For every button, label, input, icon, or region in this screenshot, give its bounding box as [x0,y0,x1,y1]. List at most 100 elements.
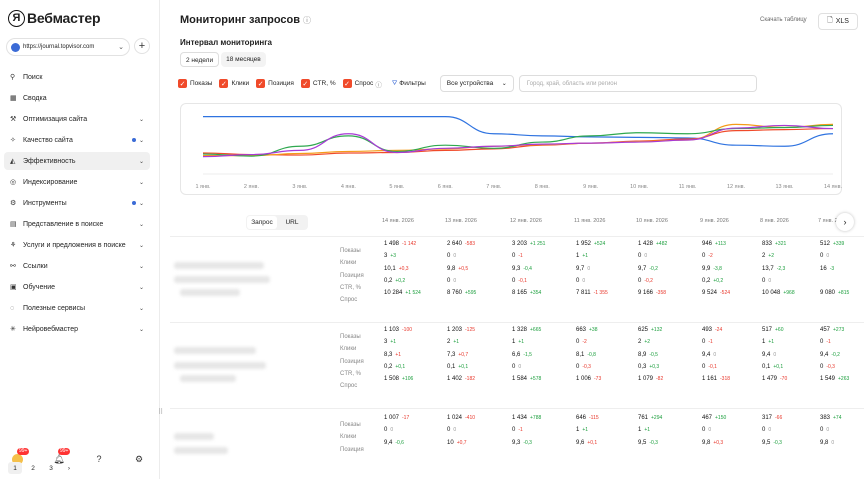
avatar[interactable]: 99+ [10,448,30,466]
column-header-date[interactable]: 10 янв. 2026 [636,218,668,224]
help-icon[interactable]: ⓘ [375,81,382,89]
cell-delta: -182 [465,376,476,383]
sidebar-item-9[interactable]: ⚯ Ссылки ⌄ [4,257,150,275]
cell-value: 1 [638,427,642,434]
cell-delta: +1 [390,339,397,346]
next-page-button[interactable]: › [67,464,71,472]
bell-button[interactable]: 🔔︎ 99+ [52,448,71,466]
cell-delta: -318 [720,376,731,383]
cell-delta: -82 [656,376,664,383]
cell-delta: -358 [656,290,667,297]
cell-delta: +150 [715,415,727,421]
avatar-icon [11,453,23,465]
cell-delta: -0,3 [649,439,658,446]
column-header-date[interactable]: 14 янв. 2026 [382,218,414,224]
sidebar-item-7[interactable]: ▤ Представление в поиске ⌄ [4,215,150,233]
filters-button[interactable]: ⛛ Фильтры [392,80,426,88]
query-text-blurred[interactable] [180,375,236,382]
line-chart: 1 янв. 2 янв. 3 янв. 4 янв. 5 янв. 6 янв. 7 ян… [195,116,843,190]
cell-value: 0,3 [638,363,647,370]
sidebar-item-3[interactable]: ✧ Качество сайта ⌄ [4,131,150,149]
query-text-blurred[interactable] [174,262,264,269]
table-cell: 2 +2 [762,253,774,259]
resize-handle[interactable]: ⠿ [158,409,164,416]
cell-value: 9,7 [576,265,585,272]
checkbox-position[interactable]: ✓ Позиция [256,79,294,88]
cell-delta: +0,3 [398,265,409,272]
table-cell: 457 +273 [820,327,844,333]
interval-option-18-months[interactable]: 18 месяцев [221,52,266,67]
cell-delta: -73 [594,376,602,383]
sidebar-item-5[interactable]: ◎ Индексирование ⌄ [4,173,150,191]
sidebar-item-2[interactable]: ⚒ Оптимизация сайта ⌄ [4,110,150,128]
site-favicon-icon [11,42,20,52]
search-icon: ⚲ [10,74,16,81]
query-text-blurred[interactable] [174,447,228,454]
checkbox-demand[interactable]: ✓ Спрос ⓘ [342,79,382,89]
cell-value: 2 640 [447,241,463,247]
chevron-down-icon: ⌄ [138,179,144,186]
cell-delta: 0 [644,253,648,260]
query-text-blurred[interactable] [174,362,266,369]
query-text-blurred[interactable] [174,276,270,283]
checkbox-label: CTR, % [312,80,336,87]
cell-value: 0,2 [384,363,393,370]
device-select[interactable]: Все устройства ⌄ [439,75,514,92]
checkbox-clicks[interactable]: ✓ Клики [219,79,249,88]
table-cell: 0,2 +0,1 [384,364,405,370]
cell-delta: 0 [768,427,772,434]
cell-delta: +524 [594,241,606,247]
cell-value: 517 [762,327,773,333]
sidebar-item-6[interactable]: ⚙ Инструменты ⌄ [4,194,150,212]
column-header-date[interactable]: 7 янв. 2026 [818,218,847,224]
tab-query[interactable]: Запрос [247,216,277,229]
query-text-blurred[interactable] [174,347,256,354]
cell-value: 0 [638,277,642,284]
sidebar-item-0[interactable]: ⚲ Поиск [4,68,150,86]
column-header-date[interactable]: 9 янв. 2026 [700,218,729,224]
logo[interactable]: Я Вебмастер [8,8,101,28]
sidebar-item-8[interactable]: ⚘ Услуги и предложения в поиске ⌄ [4,236,150,254]
column-header-date[interactable]: 12 янв. 2026 [510,218,542,224]
cell-value: 0,1 [762,363,771,370]
page-button[interactable]: 3 [49,464,53,472]
table-cell: 9,8 0 [820,440,834,446]
sidebar-item-10[interactable]: ▣ Обучение ⌄ [4,278,150,296]
sidebar-item-12[interactable]: ✳ Нейровебмастер ⌄ [4,320,150,338]
site-selector[interactable]: https://journal.topvisor.com ⌄ [6,38,130,56]
checkbox-ctr[interactable]: ✓ CTR, % [300,79,336,88]
x-tick-label: 14 янв. [824,184,843,190]
interval-option-2-weeks[interactable]: 2 недели [180,52,220,67]
sidebar-item-4[interactable]: ◭ Эффективность ⌄ [4,152,150,170]
table-cell [820,278,823,284]
next-columns-button[interactable]: › [836,213,854,231]
cell-delta: +815 [838,290,850,297]
cell-value: 663 [576,327,587,333]
row-divider [170,322,864,323]
sidebar-item-label: Нейровебмастер [23,325,79,333]
index-icon: ◎ [10,179,17,186]
xls-button[interactable]: 🗋︎ XLS [818,13,858,30]
column-header-date[interactable]: 11 янв. 2026 [574,218,606,224]
sidebar-item-11[interactable]: ◌ Полезные сервисы ⌄ [4,299,150,317]
query-text-blurred[interactable] [180,289,240,296]
add-site-button[interactable]: + [134,38,150,54]
tab-url[interactable]: URL [285,219,299,226]
page-button[interactable]: 2 [31,464,35,472]
column-header-date[interactable]: 13 янв. 2026 [445,218,477,224]
x-tick-label: 1 янв. [195,184,211,190]
download-table-link[interactable]: Скачать таблицу [760,17,807,23]
settings-button[interactable]: ⚙ [132,452,146,466]
table-cell: 10,1 +0,3 [384,266,409,272]
x-tick-label: 2 янв. [244,184,260,190]
query-text-blurred[interactable] [174,433,214,440]
region-input[interactable]: Город, край, область или регион [518,75,757,92]
help-button[interactable]: ? [92,452,106,466]
table-cell: 10 284 +1 524 [384,290,421,296]
checkbox-shows[interactable]: ✓ Показы [178,79,212,88]
page-button[interactable]: 1 [8,462,22,474]
column-header-date[interactable]: 8 янв. 2026 [760,218,789,224]
sidebar-item-1[interactable]: ▦ Сводка [4,89,150,107]
info-icon[interactable]: ⓘ [303,16,311,25]
